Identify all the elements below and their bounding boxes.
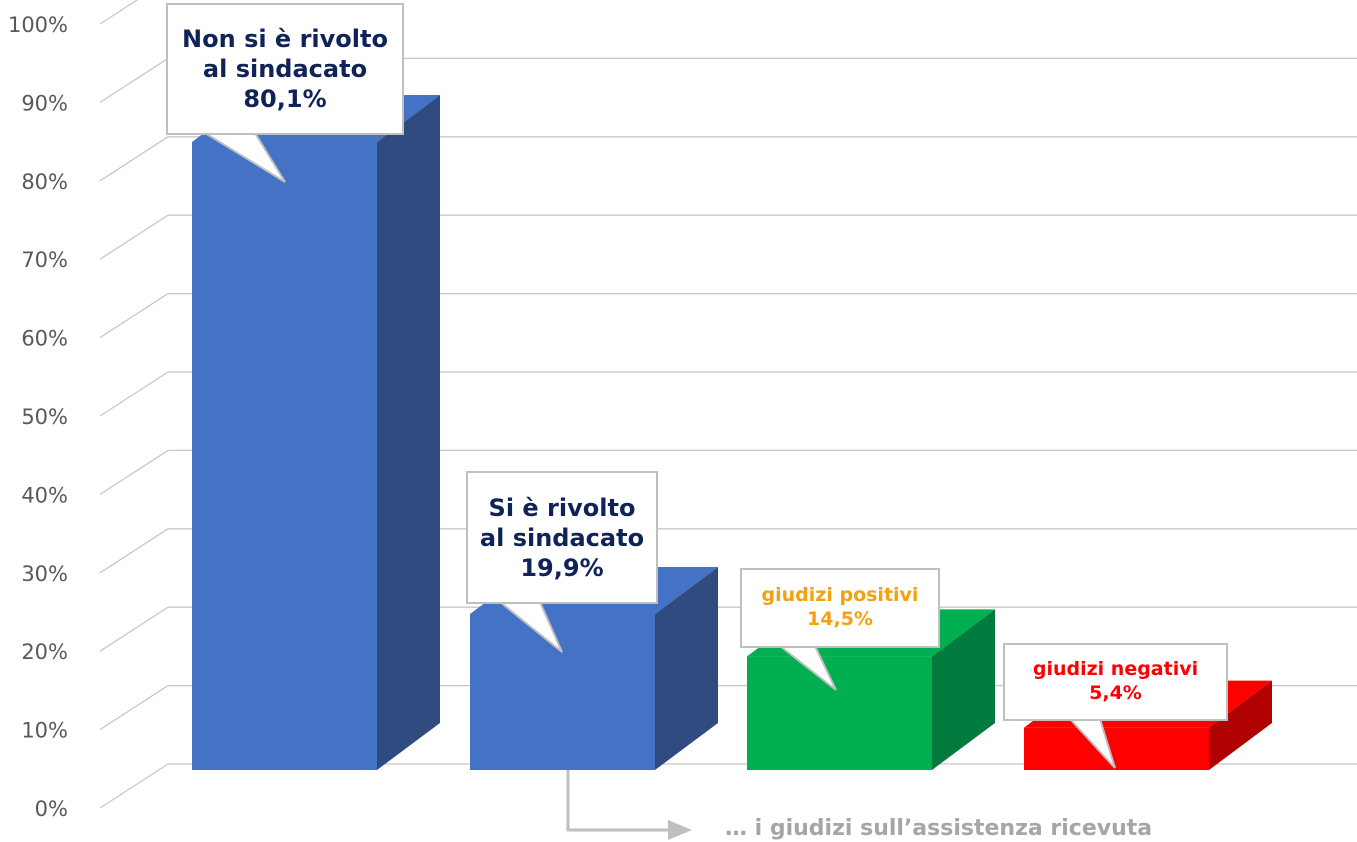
bar-side [377,95,440,771]
bar [747,656,932,770]
y-tick-label: 60% [21,327,68,351]
grid-line [99,606,169,652]
callout: Si è rivolto al sindacato 19,9% [466,471,658,604]
grid-line [99,136,169,182]
callout: giudizi negativi 5,4% [1003,643,1228,721]
annotation: … i giudizi sull’assistenza ricevuta [725,816,1152,841]
y-tick-label: 90% [21,91,68,115]
y-tick-label: 50% [21,405,68,429]
y-tick-label: 30% [21,562,68,586]
annotation-arrowhead [668,820,692,840]
value-label: 14,5% [807,608,873,630]
bar [470,613,655,770]
category-label: giudizi negativi [1032,658,1199,681]
y-tick-label: 70% [21,248,68,272]
y-tick-label: 40% [21,483,68,507]
annotation-arrow [566,770,672,832]
grid-line [99,685,169,731]
y-tick-label: 80% [21,170,68,194]
grid-line [99,763,169,809]
bar-side [932,609,995,770]
callout: giudizi positivi 14,5% [740,568,940,648]
y-tick-label: 0% [35,797,68,821]
grid-line [99,528,169,574]
category-label: Si è rivolto al sindacato [479,493,645,552]
value-label: 80,1% [243,85,327,113]
bar-side [1209,680,1272,770]
value-label: 5,4% [1089,682,1142,704]
bar [192,142,377,771]
y-tick-label: 100% [8,13,68,37]
grid-line [99,57,169,103]
y-tick-label: 10% [21,719,68,743]
callout: Non si è rivolto al sindacato 80,1% [166,3,404,135]
bar [1024,727,1209,770]
bar-side [655,566,718,770]
grid-line [99,214,169,260]
grid-line [99,449,169,495]
grid-line [99,0,139,25]
grid-line [99,371,169,417]
category-label: giudizi positivi [761,584,919,607]
value-label: 19,9% [520,553,604,582]
category-label: Non si è rivolto al sindacato [182,25,388,83]
grid-line [99,293,169,339]
y-tick-label: 20% [21,640,68,664]
